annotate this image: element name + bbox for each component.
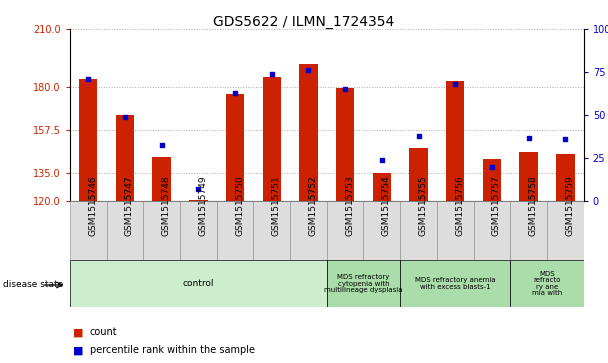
Point bbox=[120, 114, 130, 120]
Bar bbox=[263, 77, 281, 201]
Text: MDS refractory
cytopenia with
multilineage dysplasia: MDS refractory cytopenia with multilinea… bbox=[324, 274, 402, 293]
Text: MDS refractory anemia
with excess blasts-1: MDS refractory anemia with excess blasts… bbox=[415, 277, 496, 290]
Text: GSM1515758: GSM1515758 bbox=[528, 176, 537, 236]
Bar bbox=[547, 201, 584, 260]
Point bbox=[523, 135, 533, 140]
Point bbox=[157, 142, 167, 147]
Bar bbox=[70, 201, 106, 260]
Point bbox=[487, 164, 497, 170]
Bar bbox=[226, 94, 244, 201]
Bar bbox=[79, 79, 97, 201]
Text: GSM1515753: GSM1515753 bbox=[345, 176, 354, 236]
Text: GSM1515759: GSM1515759 bbox=[565, 176, 575, 236]
Bar bbox=[400, 260, 510, 307]
Text: GDS5622 / ILMN_1724354: GDS5622 / ILMN_1724354 bbox=[213, 15, 395, 29]
Bar bbox=[116, 115, 134, 201]
Bar bbox=[400, 201, 437, 260]
Bar bbox=[336, 89, 354, 201]
Bar bbox=[299, 64, 317, 201]
Text: GSM1515754: GSM1515754 bbox=[382, 176, 391, 236]
Point bbox=[303, 68, 313, 73]
Point bbox=[561, 136, 570, 142]
Text: GSM1515752: GSM1515752 bbox=[308, 176, 317, 236]
Bar bbox=[437, 201, 474, 260]
Text: GSM1515748: GSM1515748 bbox=[162, 176, 171, 236]
Bar bbox=[216, 201, 254, 260]
Bar bbox=[327, 201, 364, 260]
Bar bbox=[446, 81, 465, 201]
Bar bbox=[70, 260, 327, 307]
Text: ■: ■ bbox=[73, 345, 83, 355]
Point bbox=[267, 71, 277, 77]
Bar bbox=[106, 201, 143, 260]
Bar bbox=[290, 201, 327, 260]
Text: ■: ■ bbox=[73, 327, 83, 337]
Text: GSM1515756: GSM1515756 bbox=[455, 176, 465, 236]
Bar bbox=[474, 201, 510, 260]
Point bbox=[230, 90, 240, 96]
Text: GSM1515749: GSM1515749 bbox=[198, 176, 207, 236]
Text: GSM1515746: GSM1515746 bbox=[88, 176, 97, 236]
Bar bbox=[373, 173, 391, 201]
Bar bbox=[180, 201, 216, 260]
Text: GSM1515755: GSM1515755 bbox=[418, 176, 427, 236]
Point bbox=[451, 81, 460, 87]
Text: GSM1515751: GSM1515751 bbox=[272, 176, 281, 236]
Point bbox=[377, 157, 387, 163]
Bar bbox=[254, 201, 290, 260]
Text: disease state: disease state bbox=[3, 281, 63, 289]
Point bbox=[83, 76, 93, 82]
Bar bbox=[556, 154, 575, 201]
Text: percentile rank within the sample: percentile rank within the sample bbox=[90, 345, 255, 355]
Point bbox=[413, 133, 423, 139]
Text: GSM1515757: GSM1515757 bbox=[492, 176, 501, 236]
Bar bbox=[153, 158, 171, 201]
Bar bbox=[189, 200, 207, 201]
Text: GSM1515750: GSM1515750 bbox=[235, 176, 244, 236]
Text: control: control bbox=[182, 279, 214, 288]
Bar bbox=[364, 201, 400, 260]
Bar bbox=[510, 260, 584, 307]
Point bbox=[340, 86, 350, 92]
Bar bbox=[143, 201, 180, 260]
Bar bbox=[483, 159, 501, 201]
Bar bbox=[510, 201, 547, 260]
Point bbox=[193, 187, 203, 192]
Text: MDS
refracto
ry ane
mia with: MDS refracto ry ane mia with bbox=[532, 271, 562, 296]
Text: GSM1515747: GSM1515747 bbox=[125, 176, 134, 236]
Bar bbox=[327, 260, 400, 307]
Bar bbox=[519, 152, 538, 201]
Text: count: count bbox=[90, 327, 117, 337]
Bar bbox=[409, 148, 427, 201]
